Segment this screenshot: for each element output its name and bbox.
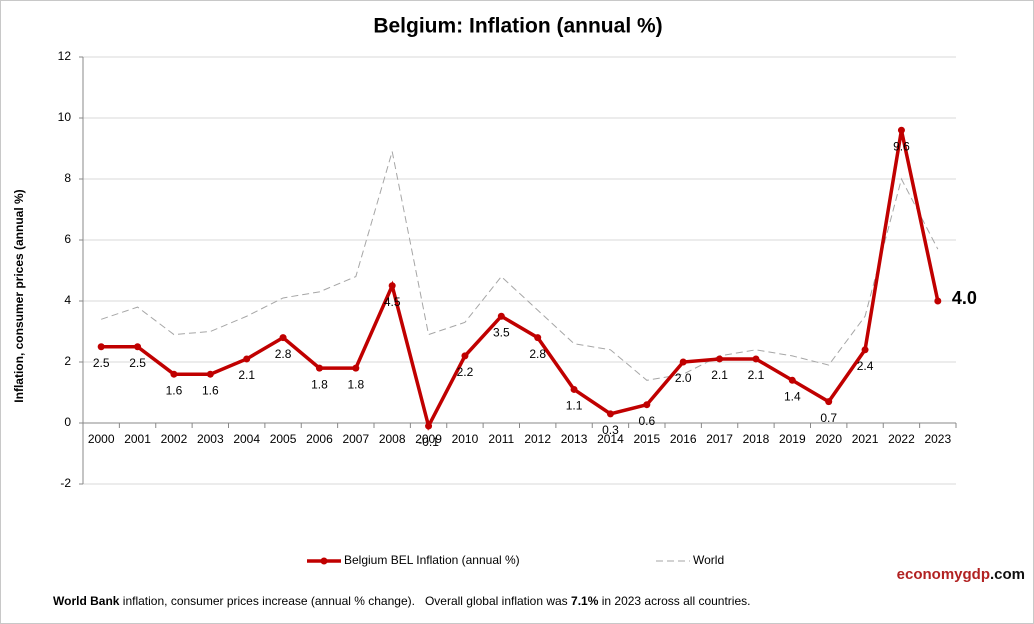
point bbox=[134, 343, 142, 351]
value-label: 1.4 bbox=[784, 389, 801, 403]
value-label: 2.8 bbox=[529, 347, 546, 361]
legend-label: World bbox=[693, 553, 724, 567]
point bbox=[861, 346, 869, 354]
point bbox=[279, 334, 287, 342]
y-tick-label: 8 bbox=[64, 171, 71, 185]
footnote-part: in 2023 across all countries. bbox=[598, 594, 751, 608]
point bbox=[352, 364, 360, 372]
y-tick-label: 0 bbox=[64, 415, 71, 429]
point bbox=[679, 358, 687, 366]
value-label: 9.6 bbox=[893, 139, 910, 153]
footnote: World Bank inflation, consumer prices in… bbox=[53, 594, 750, 608]
chart-title: Belgium: Inflation (annual %) bbox=[373, 15, 662, 38]
x-tick-label: 2019 bbox=[779, 432, 806, 446]
footnote-part: World Bank bbox=[53, 594, 120, 608]
value-label: 1.8 bbox=[347, 377, 364, 391]
point bbox=[170, 370, 178, 378]
point bbox=[570, 385, 578, 393]
x-tick-label: 2023 bbox=[924, 432, 951, 446]
point bbox=[388, 282, 396, 290]
y-tick-label: 4 bbox=[64, 293, 71, 307]
legend-label: Belgium BEL Inflation (annual %) bbox=[344, 553, 520, 567]
y-axis-label: Inflation, consumer prices (annual %) bbox=[12, 189, 26, 402]
x-tick-label: 2012 bbox=[524, 432, 551, 446]
x-tick-label: 2018 bbox=[743, 432, 770, 446]
x-tick-label: 2009 bbox=[415, 432, 442, 446]
series-line bbox=[101, 129, 940, 431]
point bbox=[206, 370, 214, 378]
value-label: 1.6 bbox=[166, 383, 183, 397]
value-label: 1.6 bbox=[202, 383, 219, 397]
value-label: 2.2 bbox=[457, 365, 474, 379]
value-label: 2.1 bbox=[748, 368, 765, 382]
point bbox=[606, 410, 614, 418]
point bbox=[788, 376, 796, 384]
point bbox=[752, 355, 760, 363]
value-label: 0.6 bbox=[638, 414, 655, 428]
footnote-part: inflation, consumer prices increase (ann… bbox=[119, 594, 572, 608]
value-label: 2.0 bbox=[675, 371, 692, 385]
x-tick-label: 2022 bbox=[888, 432, 915, 446]
brand-part: .com bbox=[989, 566, 1025, 583]
x-tick-label: 2016 bbox=[670, 432, 697, 446]
value-label: 2.1 bbox=[711, 368, 728, 382]
x-tick-label: 2006 bbox=[306, 432, 333, 446]
legend-marker bbox=[320, 557, 328, 565]
value-label: 2.4 bbox=[857, 359, 874, 373]
point bbox=[897, 126, 905, 134]
y-tick-label: 10 bbox=[58, 110, 72, 124]
value-label: 0.7 bbox=[820, 411, 837, 425]
value-label: -0.1 bbox=[418, 435, 439, 449]
x-tick-label: 2001 bbox=[124, 432, 151, 446]
value-label: 2.5 bbox=[129, 356, 146, 370]
x-tick-label: 2020 bbox=[815, 432, 842, 446]
value-label: 3.5 bbox=[493, 325, 510, 339]
value-label: 1.8 bbox=[311, 377, 328, 391]
x-tick-label: 2003 bbox=[197, 432, 224, 446]
x-tick-label: 2014 bbox=[597, 432, 624, 446]
point bbox=[315, 364, 323, 372]
x-tick-label: 2013 bbox=[561, 432, 588, 446]
point bbox=[97, 343, 105, 351]
point bbox=[243, 355, 251, 363]
y-tick-label: -2 bbox=[60, 476, 71, 490]
point bbox=[934, 297, 942, 305]
value-label: 2.1 bbox=[238, 368, 255, 382]
x-tick-label: 2017 bbox=[706, 432, 733, 446]
value-label: 1.1 bbox=[566, 399, 583, 413]
x-tick-label: 2008 bbox=[379, 432, 406, 446]
value-label: 2.5 bbox=[93, 356, 110, 370]
point bbox=[716, 355, 724, 363]
x-tick-label: 2005 bbox=[270, 432, 297, 446]
x-tick-label: 2007 bbox=[342, 432, 369, 446]
series-line bbox=[101, 151, 939, 381]
brand-part: economygdp bbox=[896, 566, 990, 583]
point bbox=[534, 334, 542, 342]
y-tick-label: 2 bbox=[64, 354, 71, 368]
value-label: 4.0 bbox=[952, 288, 977, 308]
x-tick-label: 2011 bbox=[488, 432, 514, 446]
footnote-part: 7.1% bbox=[571, 594, 599, 608]
point bbox=[825, 398, 833, 406]
x-tick-label: 2004 bbox=[233, 432, 260, 446]
value-label: 2.8 bbox=[275, 347, 292, 361]
point bbox=[425, 422, 433, 430]
brand: economygdp.com bbox=[897, 566, 1025, 583]
y-tick-label: 6 bbox=[64, 232, 71, 246]
y-tick-label: 12 bbox=[58, 49, 72, 63]
x-tick-label: 2021 bbox=[852, 432, 879, 446]
point bbox=[497, 312, 505, 320]
point bbox=[461, 352, 469, 360]
value-label: 4.5 bbox=[384, 295, 401, 309]
x-tick-label: 2010 bbox=[452, 432, 479, 446]
x-tick-label: 2000 bbox=[88, 432, 115, 446]
point bbox=[643, 401, 651, 409]
x-tick-label: 2015 bbox=[633, 432, 660, 446]
x-tick-label: 2002 bbox=[161, 432, 188, 446]
value-label: 0.3 bbox=[602, 423, 619, 437]
